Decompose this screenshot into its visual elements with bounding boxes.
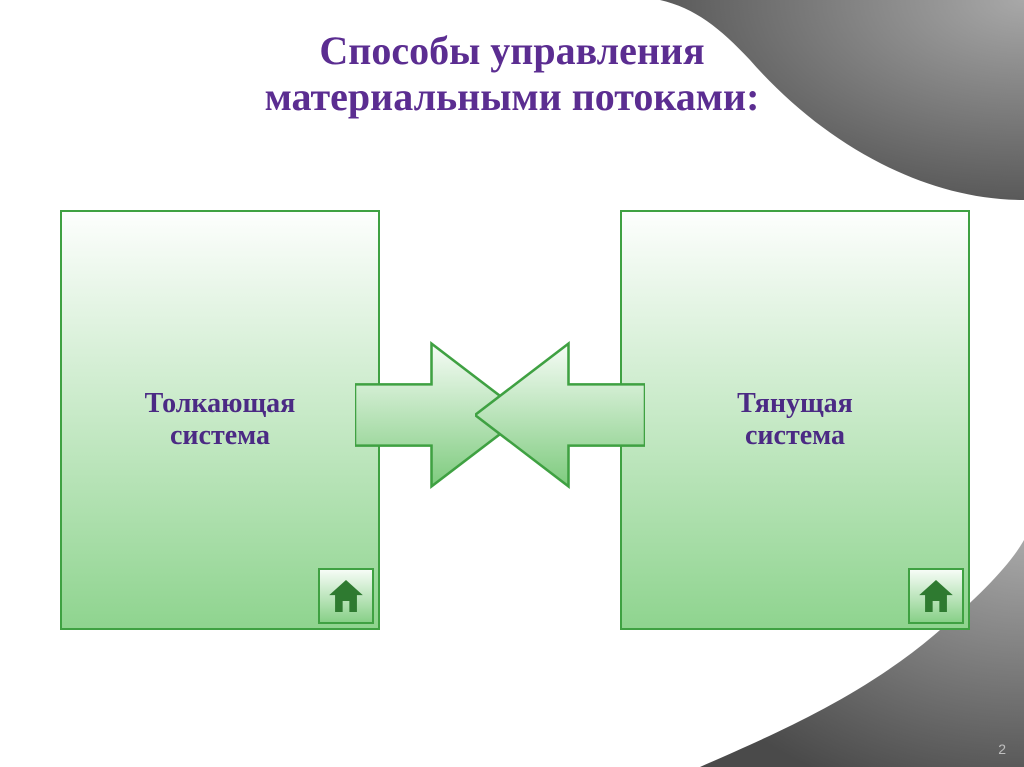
push-system-label: Толкающая система xyxy=(145,388,296,452)
home-button[interactable] xyxy=(908,568,964,624)
slide: Способы управления материальными потокам… xyxy=(0,0,1024,767)
home-icon xyxy=(915,575,957,617)
pull-system-label: Тянущая система xyxy=(737,388,853,452)
home-button[interactable] xyxy=(318,568,374,624)
push-system-label-l1: Толкающая xyxy=(145,388,296,420)
title-line-2: материальными потоками: xyxy=(0,74,1024,120)
arrow-left-icon xyxy=(475,330,645,500)
pull-system-label-l2: система xyxy=(737,420,853,452)
pull-system-box: Тянущая система xyxy=(620,210,970,630)
push-system-label-l2: система xyxy=(145,420,296,452)
push-system-box: Толкающая система xyxy=(60,210,380,630)
page-number: 2 xyxy=(998,741,1006,757)
pull-system-label-l1: Тянущая xyxy=(737,388,853,420)
home-icon xyxy=(325,575,367,617)
title-line-1: Способы управления xyxy=(0,28,1024,74)
slide-title: Способы управления материальными потокам… xyxy=(0,28,1024,120)
